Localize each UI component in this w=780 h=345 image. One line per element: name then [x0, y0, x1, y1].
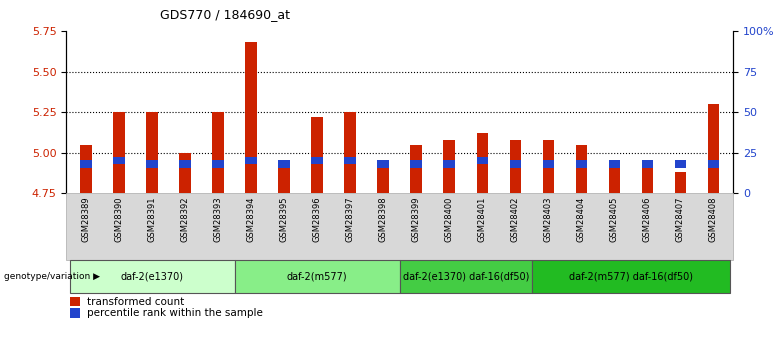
Text: transformed count: transformed count [87, 297, 184, 306]
Text: genotype/variation ▶: genotype/variation ▶ [4, 272, 100, 282]
Bar [707, 160, 719, 168]
Bar [212, 112, 224, 193]
Bar [212, 160, 224, 168]
Bar [509, 140, 521, 193]
Text: daf-2(m577): daf-2(m577) [287, 272, 348, 282]
Bar [278, 160, 290, 168]
Bar [311, 157, 323, 165]
Bar [113, 112, 125, 193]
Bar [642, 161, 653, 193]
Bar [378, 160, 389, 168]
Bar [410, 160, 422, 168]
Bar [113, 157, 125, 165]
Text: percentile rank within the sample: percentile rank within the sample [87, 308, 262, 318]
Bar [543, 160, 554, 168]
Bar [675, 172, 686, 193]
Bar [477, 133, 488, 193]
Bar [378, 164, 389, 193]
Bar [509, 160, 521, 168]
Bar [576, 145, 587, 193]
Text: daf-2(e1370) daf-16(df50): daf-2(e1370) daf-16(df50) [402, 272, 529, 282]
Bar [278, 164, 290, 193]
Bar [345, 157, 356, 165]
Text: GSM28400: GSM28400 [445, 197, 454, 242]
Text: GSM28407: GSM28407 [676, 197, 685, 242]
Bar [576, 160, 587, 168]
Bar [608, 160, 620, 168]
Text: GSM28399: GSM28399 [412, 197, 420, 242]
Bar [246, 157, 257, 165]
Bar [642, 160, 653, 168]
Bar [147, 112, 158, 193]
Bar [179, 160, 191, 168]
Bar [80, 145, 92, 193]
Text: GSM28402: GSM28402 [511, 197, 519, 242]
Text: GSM28397: GSM28397 [346, 197, 355, 242]
Bar [444, 140, 455, 193]
Bar [345, 112, 356, 193]
Text: GSM28394: GSM28394 [246, 197, 256, 242]
Text: GSM28390: GSM28390 [115, 197, 123, 242]
Text: GSM28405: GSM28405 [610, 197, 619, 242]
Text: GSM28401: GSM28401 [478, 197, 487, 242]
Text: GSM28393: GSM28393 [214, 197, 222, 242]
Bar [543, 140, 554, 193]
Bar [80, 160, 92, 168]
Text: GSM28408: GSM28408 [709, 197, 718, 242]
Bar [179, 153, 191, 193]
Text: GSM28392: GSM28392 [181, 197, 190, 242]
Bar [707, 104, 719, 193]
Text: GSM28398: GSM28398 [379, 197, 388, 242]
Text: GSM28391: GSM28391 [147, 197, 157, 242]
Text: daf-2(m577) daf-16(df50): daf-2(m577) daf-16(df50) [569, 272, 693, 282]
Text: GSM28404: GSM28404 [577, 197, 586, 242]
Bar [410, 145, 422, 193]
Text: daf-2(e1370): daf-2(e1370) [121, 272, 183, 282]
Text: GSM28395: GSM28395 [280, 197, 289, 242]
Text: GDS770 / 184690_at: GDS770 / 184690_at [160, 8, 290, 21]
Bar [311, 117, 323, 193]
Bar [608, 164, 620, 193]
Bar [444, 160, 455, 168]
Bar [246, 42, 257, 193]
Text: GSM28396: GSM28396 [313, 197, 321, 242]
Text: GSM28406: GSM28406 [643, 197, 652, 242]
Bar [147, 160, 158, 168]
Bar [675, 160, 686, 168]
Bar [477, 157, 488, 165]
Text: GSM28403: GSM28403 [544, 197, 553, 242]
Text: GSM28389: GSM28389 [82, 197, 90, 242]
